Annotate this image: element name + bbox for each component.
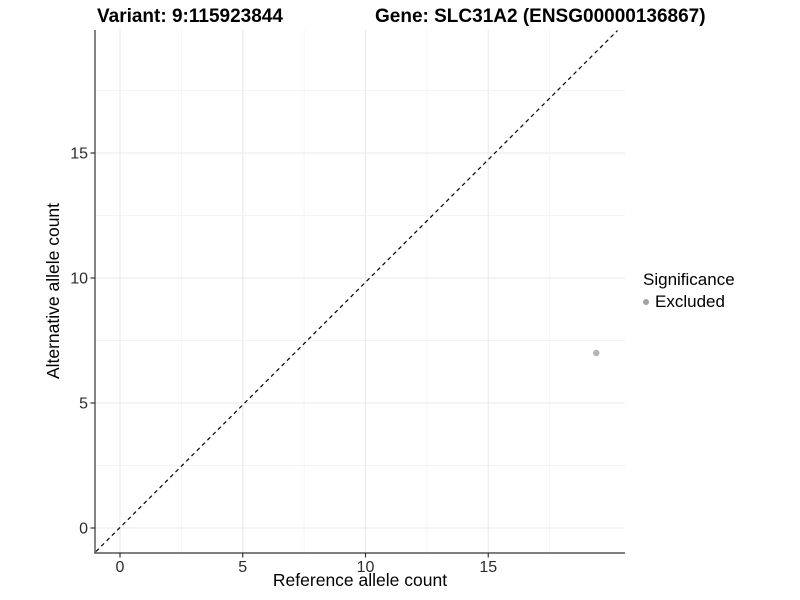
x-axis-title: Reference allele count	[272, 570, 448, 590]
data-point	[593, 349, 600, 357]
y-axis-title: Alternative allele count	[43, 202, 63, 380]
y-tick-label: 10	[70, 271, 88, 288]
y-tick-label: 15	[70, 146, 88, 163]
legend: Significance Excluded	[643, 270, 735, 312]
x-tick-label: 15	[479, 559, 497, 576]
legend-title: Significance	[643, 270, 735, 289]
y-tick-label: 5	[79, 396, 88, 413]
legend-point-icon	[643, 299, 649, 305]
x-tick-label: 5	[238, 559, 247, 576]
x-tick-label: 0	[116, 559, 125, 576]
plot-title-gene: Gene: SLC31A2 (ENSG00000136867)	[375, 6, 706, 27]
identity-line	[95, 30, 618, 552]
x-tick-label: 10	[357, 559, 375, 576]
plot-title-variant: Variant: 9:115923844	[97, 6, 283, 27]
legend-item-label: Excluded	[655, 292, 725, 311]
legend-item-excluded: Excluded	[643, 292, 735, 312]
y-tick-label: 0	[79, 521, 88, 538]
